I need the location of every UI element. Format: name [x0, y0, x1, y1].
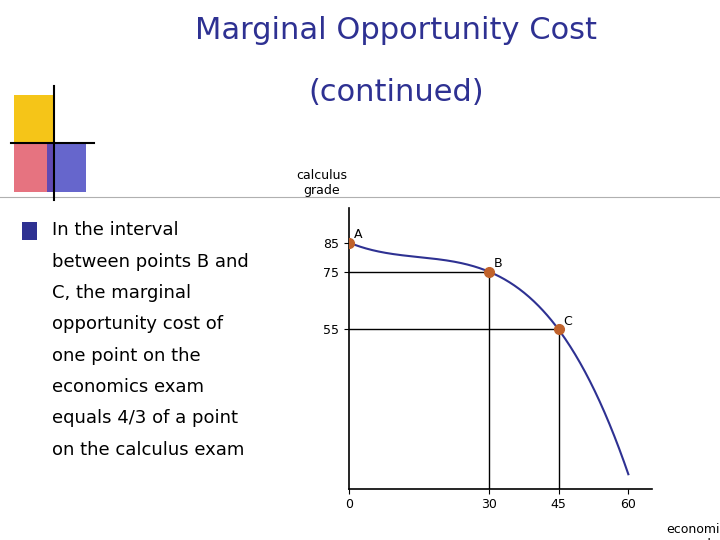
Text: (continued): (continued) — [308, 78, 484, 107]
Text: In the interval: In the interval — [52, 221, 179, 239]
Text: Marginal Opportunity Cost: Marginal Opportunity Cost — [195, 16, 597, 45]
Text: opportunity cost of: opportunity cost of — [52, 315, 223, 333]
Text: one point on the: one point on the — [52, 347, 200, 364]
Text: B: B — [493, 257, 502, 270]
Text: calculus
grade: calculus grade — [296, 168, 347, 197]
Text: A: A — [354, 228, 362, 241]
Text: economics exam: economics exam — [52, 378, 204, 396]
Text: C, the marginal: C, the marginal — [52, 284, 191, 302]
Text: between points B and: between points B and — [52, 253, 248, 271]
Text: economics
grade: economics grade — [667, 523, 720, 540]
Text: on the calculus exam: on the calculus exam — [52, 441, 244, 458]
Text: equals 4/3 of a point: equals 4/3 of a point — [52, 409, 238, 427]
Text: C: C — [563, 315, 572, 328]
